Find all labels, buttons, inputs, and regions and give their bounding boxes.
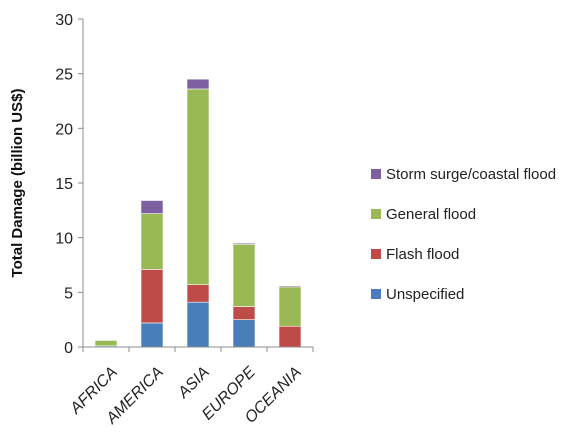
- y-tick-label: 0: [64, 340, 73, 357]
- bar-segment: [232, 242, 256, 245]
- bar-segment: [186, 88, 210, 285]
- bar-segment: [278, 325, 302, 348]
- bar-segment: [278, 285, 302, 288]
- legend-swatch: [371, 169, 381, 179]
- y-axis-ticks: 0 5 10 15 20 25 30: [55, 12, 83, 357]
- bar-segment: [186, 78, 210, 90]
- y-tick-label: 20: [55, 121, 73, 138]
- x-category-label: ASIA: [174, 364, 213, 403]
- bar-segment: [232, 319, 256, 348]
- y-tick-label: 10: [55, 231, 73, 248]
- bar-segment: [140, 213, 164, 270]
- legend-swatch: [371, 209, 381, 219]
- y-axis-title: Total Damage (billion US$): [9, 89, 26, 278]
- bar-segment: [140, 269, 164, 324]
- legend-label: Unspecified: [386, 286, 464, 303]
- bar-segment: [278, 286, 302, 327]
- y-tick-label: 30: [55, 12, 73, 29]
- legend-label: Storm surge/coastal flood: [386, 166, 556, 183]
- bar-segment: [186, 284, 210, 303]
- bars: [94, 78, 302, 348]
- y-tick-label: 25: [55, 67, 73, 84]
- legend-label: Flash flood: [386, 246, 459, 263]
- legend-label: General flood: [386, 206, 476, 223]
- bar-segment: [140, 322, 164, 348]
- bar-segment: [232, 243, 256, 307]
- bar-segment: [186, 301, 210, 348]
- legend-swatch: [371, 249, 381, 259]
- legend-swatch: [371, 289, 381, 299]
- y-tick-label: 5: [64, 285, 73, 302]
- bar-segment: [232, 306, 256, 320]
- y-tick-label: 15: [55, 176, 73, 193]
- legend: Storm surge/coastal flood General flood Fl…: [371, 166, 556, 303]
- bar-segment: [140, 200, 164, 214]
- bar-segment: [94, 340, 118, 347]
